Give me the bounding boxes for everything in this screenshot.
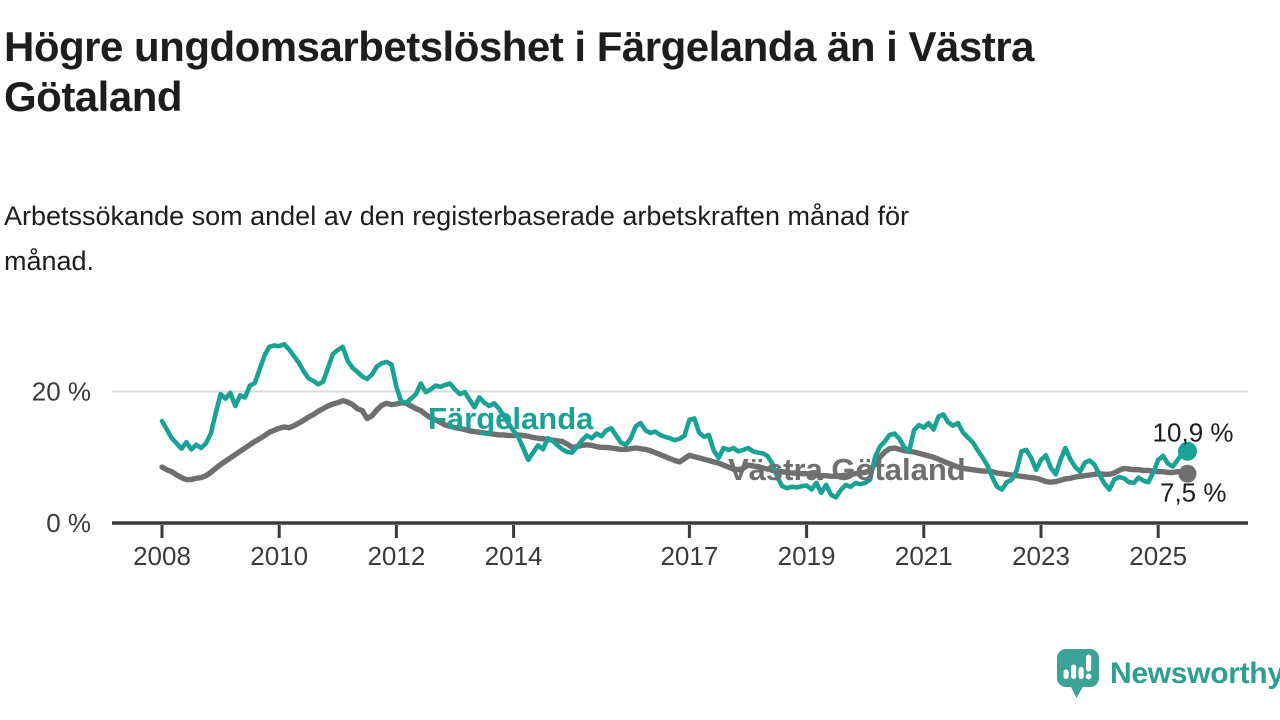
vastra-gotaland-end-value-label: 7,5 % bbox=[1160, 478, 1227, 508]
speech-bubble-icon bbox=[1057, 649, 1099, 698]
x-tick-label-2019: 2019 bbox=[778, 541, 836, 571]
fargelanda-end-dot bbox=[1178, 441, 1197, 461]
x-tick-label-2023: 2023 bbox=[1012, 541, 1070, 571]
chart-header: Högre ungdomsarbetslöshet i Färgelanda ä… bbox=[4, 22, 1264, 122]
chart-subtitle: Arbetssökande som andel av den registerb… bbox=[4, 194, 1264, 284]
vastra-gotaland-label: Västra Götaland bbox=[728, 452, 966, 487]
x-tick-label-2017: 2017 bbox=[660, 541, 718, 571]
x-tick-label-2025: 2025 bbox=[1129, 541, 1187, 571]
x-tick-label-2021: 2021 bbox=[895, 541, 953, 571]
newsworthy-logo-icon bbox=[1057, 649, 1099, 698]
y-tick-label-0: 0 % bbox=[46, 508, 91, 538]
chart-title: Högre ungdomsarbetslöshet i Färgelanda ä… bbox=[4, 22, 1264, 122]
fargelanda-end-value-label: 10,9 % bbox=[1153, 417, 1234, 447]
x-tick-label-2012: 2012 bbox=[367, 541, 425, 571]
newsworthy-logo-text: Newsworthy bbox=[1110, 657, 1280, 690]
x-tick-label-2014: 2014 bbox=[485, 541, 543, 571]
bar-chart-exclamation-glyph bbox=[1063, 654, 1092, 680]
newsworthy-logo: Newsworthy bbox=[1056, 648, 1280, 700]
fargelanda-line bbox=[159, 341, 1190, 500]
chart-subtitle-line-1: Arbetssökande som andel av den registerb… bbox=[4, 201, 910, 231]
vastra-gotaland-end-dot bbox=[1178, 464, 1197, 483]
chart-title-line-1: Högre ungdomsarbetslöshet i Färgelanda ä… bbox=[4, 23, 1034, 70]
x-tick-label-2010: 2010 bbox=[250, 541, 308, 571]
fargelanda-label: Färgelanda bbox=[428, 401, 594, 436]
vastra-gotaland-line bbox=[159, 398, 1191, 485]
chart-title-line-2: Götaland bbox=[4, 73, 183, 120]
y-tick-label-20: 20 % bbox=[32, 377, 91, 407]
x-tick-label-2008: 2008 bbox=[133, 541, 191, 571]
chart-subtitle-line-2: månad. bbox=[4, 246, 95, 276]
